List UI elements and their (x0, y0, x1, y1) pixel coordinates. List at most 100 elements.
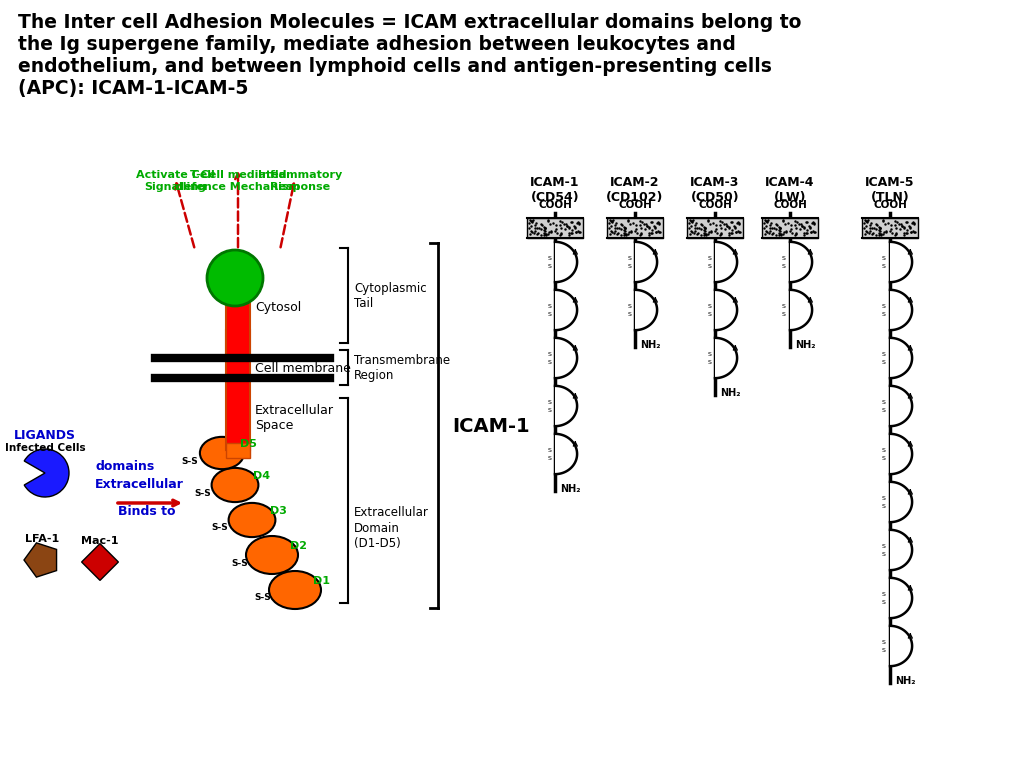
Text: S: S (882, 551, 886, 557)
Text: LIGANDS: LIGANDS (14, 429, 76, 442)
Polygon shape (555, 434, 578, 474)
Text: Mac-1: Mac-1 (81, 536, 119, 546)
Text: Infected Cells: Infected Cells (5, 443, 85, 453)
Text: S: S (708, 256, 711, 260)
Bar (527, 218, 583, 238)
Text: D1: D1 (313, 576, 330, 586)
Polygon shape (555, 338, 578, 378)
Text: S: S (882, 256, 886, 260)
Text: ICAM-4
(LW): ICAM-4 (LW) (765, 176, 815, 204)
Text: S-S: S-S (212, 524, 228, 532)
Text: S: S (547, 399, 551, 405)
Text: NH₂: NH₂ (795, 340, 815, 350)
Text: S: S (627, 256, 631, 260)
Text: S: S (882, 408, 886, 412)
Polygon shape (890, 626, 912, 666)
Text: S: S (882, 591, 886, 597)
Polygon shape (890, 434, 912, 474)
Text: S: S (547, 455, 551, 461)
Wedge shape (25, 449, 69, 497)
Text: S: S (708, 359, 711, 365)
Text: S: S (547, 352, 551, 356)
Text: Extracellular
Domain
(D1-D5): Extracellular Domain (D1-D5) (354, 507, 429, 549)
Text: S: S (882, 263, 886, 269)
Text: S: S (882, 640, 886, 644)
Ellipse shape (212, 468, 258, 502)
Text: S: S (708, 312, 711, 316)
Text: S: S (882, 359, 886, 365)
Polygon shape (890, 482, 912, 522)
Polygon shape (890, 290, 912, 330)
Text: (APC): ICAM-1-ICAM-5: (APC): ICAM-1-ICAM-5 (18, 79, 249, 98)
Text: S: S (882, 352, 886, 356)
Bar (762, 218, 818, 238)
Polygon shape (635, 242, 657, 282)
Text: S: S (708, 303, 711, 309)
Text: S: S (547, 359, 551, 365)
Bar (687, 218, 743, 238)
Text: NH₂: NH₂ (895, 676, 915, 686)
Text: S-S: S-S (231, 558, 249, 568)
Text: S: S (882, 312, 886, 316)
Text: COOH: COOH (698, 200, 732, 210)
Text: D2: D2 (290, 541, 307, 551)
Text: S-S: S-S (255, 594, 271, 603)
Polygon shape (715, 338, 737, 378)
Text: S: S (547, 263, 551, 269)
Text: S: S (708, 263, 711, 269)
Text: S: S (882, 455, 886, 461)
Text: D3: D3 (270, 506, 287, 516)
Text: ICAM-5
(TLN): ICAM-5 (TLN) (865, 176, 914, 204)
Text: ICAM-3
(CD50): ICAM-3 (CD50) (690, 176, 739, 204)
Text: Transmembrane
Region: Transmembrane Region (354, 354, 451, 382)
Text: S: S (547, 256, 551, 260)
Polygon shape (890, 578, 912, 618)
Text: The Inter cell Adhesion Molecules = ICAM extracellular domains belong to: The Inter cell Adhesion Molecules = ICAM… (18, 13, 802, 32)
Text: Binds to: Binds to (118, 505, 175, 518)
Text: S: S (547, 408, 551, 412)
Text: Cytosol: Cytosol (255, 302, 301, 315)
Text: ICAM-1: ICAM-1 (452, 416, 529, 435)
Polygon shape (715, 242, 737, 282)
Ellipse shape (200, 437, 244, 469)
Bar (226, 303, 250, 358)
Polygon shape (790, 242, 812, 282)
Text: S: S (782, 256, 786, 260)
Text: Extracellular: Extracellular (95, 478, 184, 491)
Text: S: S (882, 303, 886, 309)
Bar (226, 330, 250, 450)
Text: Cell membrane: Cell membrane (255, 362, 351, 375)
Circle shape (207, 250, 263, 306)
Text: NH₂: NH₂ (720, 388, 740, 398)
Text: S: S (627, 303, 631, 309)
Polygon shape (890, 530, 912, 570)
Text: LFA-1: LFA-1 (25, 534, 59, 544)
Text: S: S (782, 312, 786, 316)
Polygon shape (790, 290, 812, 330)
Text: S: S (627, 312, 631, 316)
Text: D4: D4 (253, 471, 270, 481)
Text: COOH: COOH (538, 200, 572, 210)
Polygon shape (555, 386, 578, 426)
Ellipse shape (228, 503, 275, 537)
Text: S: S (882, 495, 886, 501)
Text: endothelium, and between lymphoid cells and antigen-presenting cells: endothelium, and between lymphoid cells … (18, 57, 772, 76)
Text: D5: D5 (240, 439, 257, 449)
Polygon shape (555, 242, 578, 282)
Text: S: S (547, 312, 551, 316)
Text: COOH: COOH (873, 200, 907, 210)
Polygon shape (555, 290, 578, 330)
Text: S: S (547, 303, 551, 309)
Text: S: S (782, 303, 786, 309)
Bar (226, 443, 250, 458)
Text: the Ig supergene family, mediate adhesion between leukocytes and: the Ig supergene family, mediate adhesio… (18, 35, 736, 54)
Text: S-S: S-S (195, 488, 211, 498)
Text: ICAM-2
(CD102): ICAM-2 (CD102) (606, 176, 664, 204)
Ellipse shape (269, 571, 321, 609)
Text: Activate Cell
Signalling: Activate Cell Signalling (135, 170, 214, 191)
Text: S: S (882, 544, 886, 548)
Text: S: S (782, 263, 786, 269)
Text: S: S (882, 600, 886, 604)
Text: S: S (882, 399, 886, 405)
Text: Cytoplasmic
Tail: Cytoplasmic Tail (354, 282, 427, 310)
